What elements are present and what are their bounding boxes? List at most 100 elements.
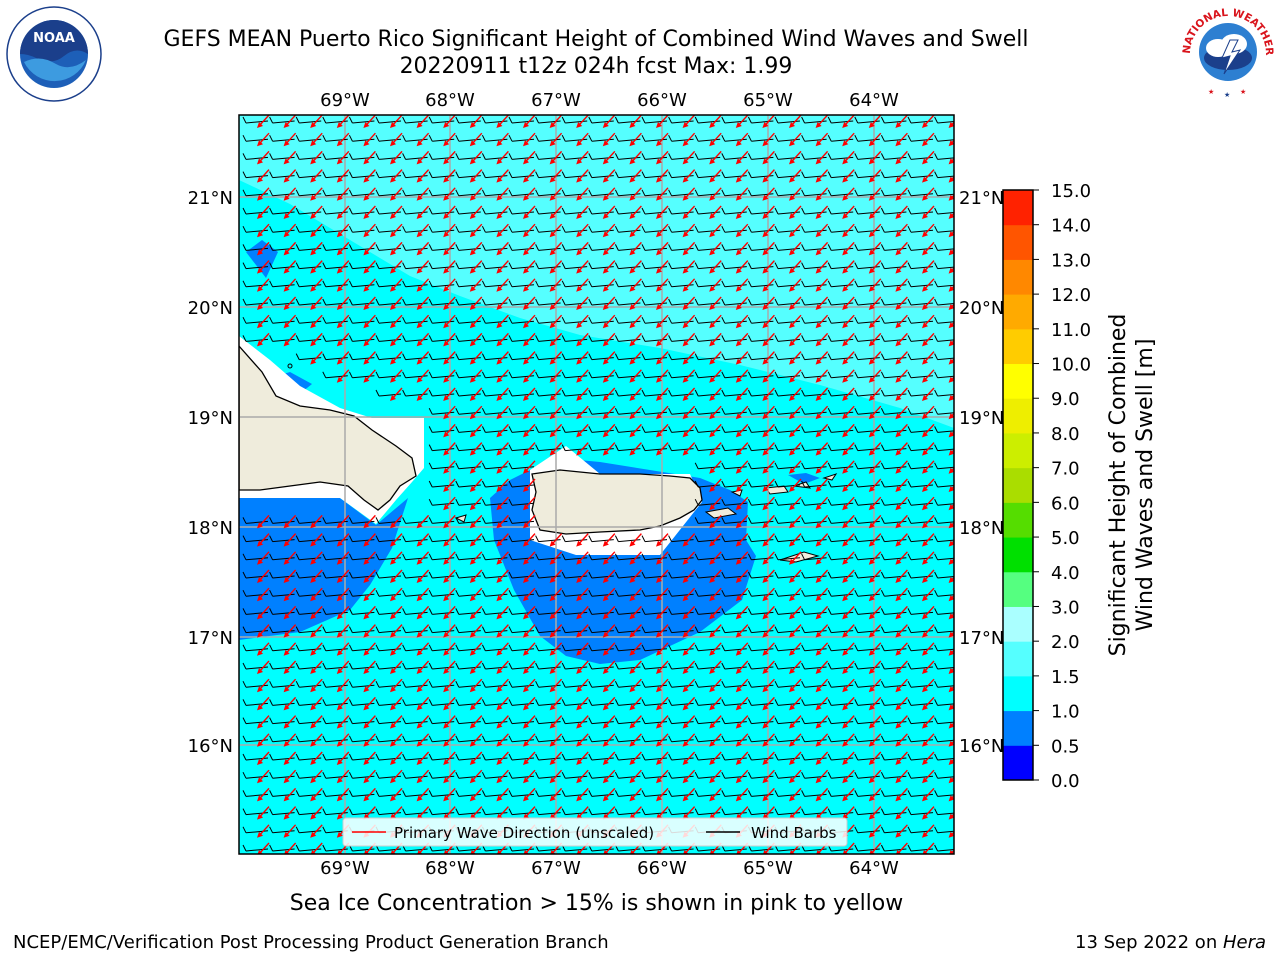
wind-barb [827,771,854,779]
wave-direction-arrow [895,533,908,547]
wind-barb [402,717,428,725]
wave-direction-arrow [948,485,954,492]
wind-barb [801,608,827,615]
wave-direction-arrow [602,187,616,201]
wind-barb [428,462,455,470]
wind-barb [907,480,934,488]
wind-barb [801,771,827,779]
wave-direction-arrow [709,587,722,602]
wind-barb [242,116,269,124]
wind-barb [428,171,455,179]
wave-direction-arrow [496,733,509,747]
wind-barb [827,462,854,470]
wind-barb [641,389,668,397]
wave-direction-arrow [868,514,882,529]
wave-direction-arrow [895,751,908,765]
wave-direction-arrow [948,175,954,183]
wave-fill-0.5-1-west [239,498,408,640]
wave-direction-arrow [576,715,589,729]
wave-direction-arrow [842,496,855,511]
wave-direction-arrow [735,132,749,147]
wave-direction-arrow [283,533,297,547]
wind-barb [827,189,854,197]
wave-direction-arrow [390,278,403,292]
wave-direction-arrow [948,703,954,711]
wind-barb [854,771,880,779]
wave-direction-arrow [443,569,456,583]
wave-direction-arrow [523,460,536,474]
wave-direction-arrow [310,314,323,329]
wave-direction-arrow [523,115,536,128]
wind-barb [907,662,934,670]
wave-direction-arrow [336,605,350,620]
wave-direction-arrow [762,187,775,201]
wind-barb [455,753,481,761]
wave-direction-arrow [789,624,802,638]
wind-barb [907,771,934,779]
wave-direction-arrow [602,442,616,456]
wave-direction-arrow [576,278,589,292]
wind-barb [934,462,954,470]
wave-direction-arrow [868,442,882,456]
wave-direction-arrow [469,423,483,438]
wave-direction-arrow [815,751,829,765]
wave-direction-arrow [496,751,509,765]
wave-direction-arrow [709,678,722,693]
wind-barb [934,644,954,652]
wind-barb [348,116,375,124]
wave-direction-arrow [496,624,509,638]
wave-direction-arrow [310,132,323,147]
wind-barb [721,462,747,470]
wave-direction-arrow [735,387,749,401]
wave-direction-arrow [602,169,616,183]
wave-direction-arrow [895,169,908,183]
wave-direction-arrow [922,569,935,583]
wave-direction-arrow [416,642,430,656]
wave-direction-arrow [842,715,855,729]
wind-barb [561,298,588,306]
wave-direction-arrow [283,223,297,238]
wave-direction-arrow [336,642,350,656]
wind-barb [827,225,854,233]
wind-barb [561,571,588,579]
colorbar-segment [1003,190,1033,226]
wind-barb [295,753,322,761]
wave-direction-arrow [602,205,616,219]
wave-direction-arrow [789,241,802,256]
wave-direction-arrow [762,369,775,383]
wind-barb [242,335,269,342]
wave-direction-arrow [390,624,403,638]
wave-direction-arrow [842,205,855,219]
wave-direction-arrow [815,132,829,147]
wind-barb [934,717,954,725]
wind-barb [827,262,854,270]
wind-barb [854,153,880,160]
wind-barb [428,753,455,761]
wind-barb [880,298,907,306]
wave-direction-arrow [549,787,563,802]
wind-barb [880,389,907,397]
wave-direction-arrow [789,387,802,401]
wave-direction-arrow [842,533,855,547]
wave-direction-arrow [336,533,350,547]
wave-direction-arrow [842,587,855,602]
wave-direction-arrow [629,369,642,383]
wave-direction-arrow [576,624,589,638]
wind-barb [614,207,641,215]
wave-direction-arrow [842,387,855,401]
wave-direction-arrow [629,642,642,656]
colorbar-segment [1003,606,1033,642]
wind-barb [907,717,934,725]
wind-barb [402,553,428,561]
wave-direction-arrow [496,569,509,583]
wave-direction-arrow [549,169,563,183]
wind-barb [721,189,747,197]
wind-barb [747,207,774,215]
wind-barb [402,207,428,215]
wave-direction-arrow [602,278,616,292]
wave-direction-arrow [762,351,775,365]
wind-barb [348,571,375,579]
wind-barb [668,280,694,288]
wave-direction-arrow [363,551,376,565]
wave-direction-arrow [283,751,297,765]
